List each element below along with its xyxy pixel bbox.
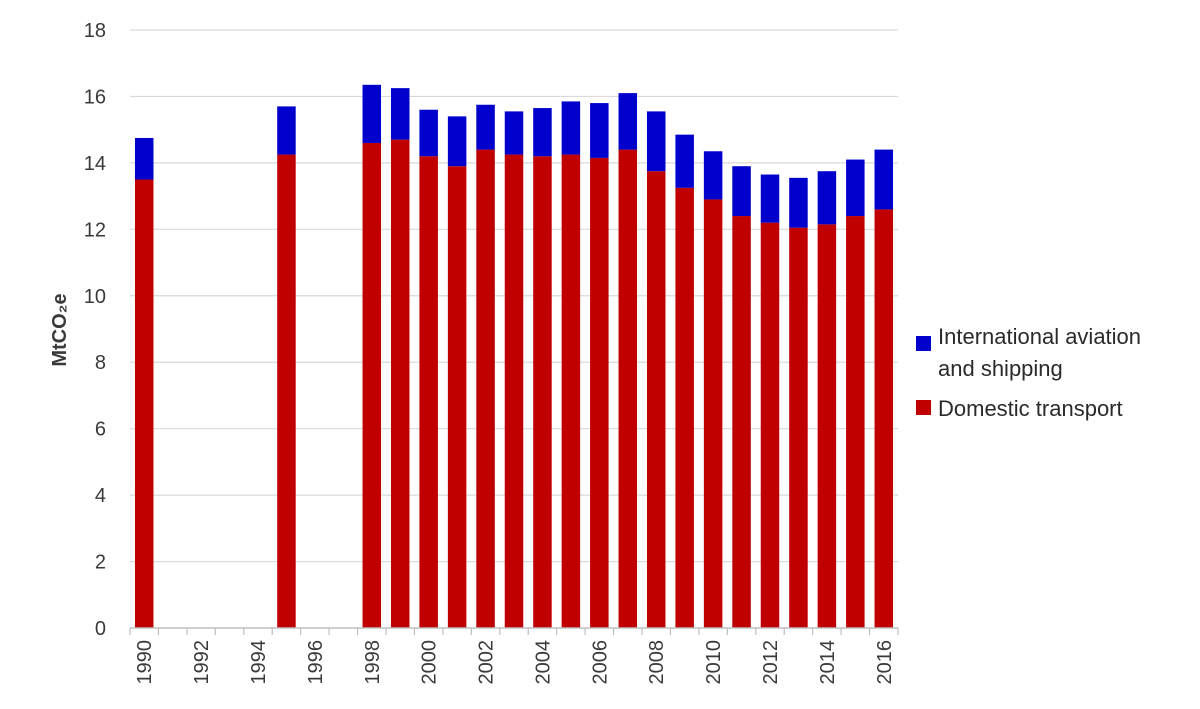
bar-international-2002 — [476, 104, 495, 150]
x-tick-label: 1998 — [362, 640, 384, 685]
bar-domestic-2000 — [419, 156, 438, 628]
y-tick-label: 0 — [95, 618, 106, 640]
bar-international-1995 — [277, 106, 296, 155]
legend-label: International aviation — [938, 324, 1141, 349]
bar-international-1998 — [362, 84, 382, 143]
bar-domestic-1990 — [134, 179, 154, 628]
bar-international-2016 — [874, 149, 894, 210]
bar-domestic-2005 — [561, 154, 581, 629]
x-tick-label: 2000 — [419, 640, 441, 685]
bar-international-2007 — [618, 93, 638, 150]
bar-domestic-2013 — [789, 227, 808, 628]
bar-domestic-2009 — [675, 187, 694, 629]
bar-domestic-2010 — [703, 199, 723, 628]
x-tick-label: 2002 — [476, 640, 498, 685]
bar-international-2006 — [590, 103, 609, 158]
bar-international-2012 — [760, 174, 780, 223]
bar-domestic-2016 — [874, 209, 894, 628]
bar-international-2000 — [419, 109, 438, 157]
bar-international-2004 — [533, 108, 552, 157]
bar-international-2009 — [675, 134, 694, 188]
y-tick-label: 18 — [84, 20, 106, 42]
x-tick-label: 1990 — [134, 640, 156, 685]
x-tick-label: 2006 — [589, 640, 611, 685]
bar-international-2008 — [646, 111, 666, 172]
bar-international-2001 — [447, 116, 467, 167]
bar-domestic-1998 — [362, 142, 382, 628]
bar-international-1990 — [134, 137, 154, 180]
x-tick-label: 2010 — [703, 640, 725, 685]
legend-label: and shipping — [938, 356, 1063, 381]
x-tick-label: 1992 — [191, 640, 213, 685]
bar-international-2013 — [789, 177, 808, 228]
y-tick-label: 4 — [95, 485, 106, 507]
y-tick-labels: 0 2 4 6 8 10 12 14 16 18 — [84, 20, 106, 640]
bar-domestic-2008 — [646, 171, 666, 628]
y-tick-label: 6 — [95, 419, 106, 441]
bar-international-2011 — [732, 166, 751, 217]
bar-international-2010 — [703, 151, 723, 200]
y-tick-label: 8 — [95, 352, 106, 374]
bar-international-2005 — [561, 101, 581, 155]
bar-domestic-2001 — [447, 166, 467, 628]
bars — [134, 84, 894, 629]
y-tick-label: 2 — [95, 552, 106, 574]
y-axis-label: MtCO₂e — [49, 293, 71, 366]
x-tick-label: 2016 — [874, 640, 896, 685]
x-tick-label: 2008 — [646, 640, 668, 685]
legend-swatch — [916, 400, 931, 415]
bar-domestic-2007 — [618, 149, 638, 628]
bar-domestic-2015 — [846, 216, 865, 629]
y-tick-label: 10 — [84, 286, 106, 308]
bar-international-2015 — [846, 159, 865, 217]
axes — [129, 627, 899, 635]
bar-domestic-2004 — [533, 156, 552, 628]
legend: International aviation and shipping Domest… — [916, 324, 1141, 421]
legend-label: Domestic transport — [938, 396, 1123, 421]
x-tick-label: 2014 — [817, 640, 839, 685]
y-tick-label: 16 — [84, 86, 106, 108]
y-tick-label: 14 — [84, 153, 106, 175]
bar-domestic-2003 — [504, 154, 524, 629]
x-tick-label: 2004 — [532, 640, 554, 685]
legend-swatch — [916, 336, 931, 351]
bar-international-2014 — [817, 171, 837, 225]
y-tick-label: 12 — [84, 219, 106, 241]
bar-domestic-2002 — [476, 149, 495, 628]
bar-international-2003 — [504, 111, 524, 155]
x-tick-labels: 1990 1992 1994 1996 1998 2000 2002 2004 2006 2008… — [134, 640, 896, 685]
bar-domestic-1999 — [390, 139, 410, 628]
bar-domestic-2014 — [817, 224, 837, 628]
bar-domestic-2006 — [590, 157, 609, 628]
bar-domestic-2012 — [760, 222, 780, 628]
x-tick-label: 1994 — [248, 640, 270, 685]
x-tick-label: 1996 — [305, 640, 327, 685]
bar-domestic-2011 — [732, 216, 751, 629]
bar-international-1999 — [390, 88, 410, 140]
bar-domestic-1995 — [277, 154, 296, 629]
x-tick-label: 2012 — [760, 640, 782, 685]
